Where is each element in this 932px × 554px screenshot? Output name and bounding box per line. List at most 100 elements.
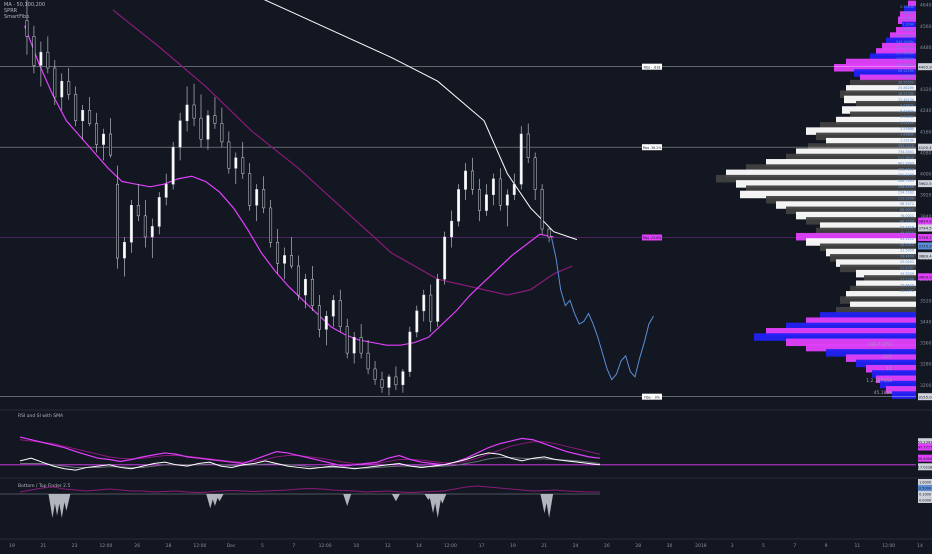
finder-axis-badge-label: 0.5000 bbox=[919, 486, 931, 490]
volume-profile-bar bbox=[844, 95, 916, 104]
finder-axis-badge-label: 0.1000 bbox=[919, 492, 931, 496]
profile-value-label: 9.6667k bbox=[900, 104, 914, 108]
volume-profile-bar bbox=[840, 296, 916, 304]
fibo-level-label: Fibo .38.2% bbox=[643, 146, 662, 150]
x-tick-label: 17 bbox=[479, 543, 485, 549]
profile-value-label: 948.1254k bbox=[896, 34, 914, 38]
ma-100-line bbox=[263, 0, 578, 241]
candle-body bbox=[234, 157, 238, 169]
candle-body bbox=[338, 300, 342, 327]
volume-profile-bar bbox=[846, 58, 916, 67]
profile-value-label: 25.8826k bbox=[898, 86, 914, 90]
profile-value-label: 17.2288 bbox=[900, 278, 914, 282]
candle-body bbox=[303, 278, 307, 296]
candle-body bbox=[192, 104, 196, 119]
volume-profile-bar bbox=[830, 254, 916, 262]
x-tick-label: 26 bbox=[604, 543, 610, 549]
profile-value-label: 198.4466 bbox=[898, 185, 914, 189]
candle-body bbox=[25, 20, 29, 37]
volume-profile-bar bbox=[796, 211, 916, 220]
volume-profile-bar bbox=[840, 90, 916, 98]
profile-footer-label: 272 bbox=[883, 354, 892, 360]
x-tick-label: 12 bbox=[385, 543, 391, 549]
bottom-finder-spike bbox=[62, 494, 71, 511]
candle-body bbox=[67, 80, 71, 95]
y-tick-label: 3520.0 bbox=[920, 298, 932, 304]
rsi-line bbox=[19, 436, 601, 467]
volume-profile-bar bbox=[860, 74, 916, 83]
profile-value-label: 197.4906k bbox=[896, 51, 914, 55]
x-tick-label: 7 bbox=[793, 543, 796, 549]
x-tick-label: 19 bbox=[510, 543, 516, 549]
price-axis-badge-label: 3609.9 bbox=[918, 274, 932, 279]
x-tick-label: 12:00 bbox=[319, 543, 332, 549]
volume-profile-bar bbox=[740, 190, 916, 199]
y-tick-label: 4320.0 bbox=[920, 87, 932, 93]
profile-value-label: 401.2999 bbox=[898, 162, 914, 166]
candle-body bbox=[464, 170, 467, 190]
profile-value-label: 124.8842k bbox=[896, 57, 914, 61]
candle-body bbox=[74, 94, 78, 122]
volume-profile-bar bbox=[876, 48, 916, 56]
candle-body bbox=[457, 189, 461, 222]
profile-value-label: 3.6563k bbox=[900, 11, 914, 15]
volume-profile-bar bbox=[806, 217, 916, 225]
volume-profile-bar bbox=[850, 79, 916, 88]
candle-body bbox=[478, 189, 481, 211]
y-tick-label: 3920.0 bbox=[920, 193, 932, 199]
candle-body bbox=[540, 189, 544, 230]
rsi-axis-badge-label: 55.2343 bbox=[918, 440, 932, 444]
bottom-finder-spike bbox=[57, 494, 66, 518]
price-axis-badge bbox=[918, 393, 932, 401]
y-tick-label: 4480.0 bbox=[920, 45, 932, 51]
price-axis-badge bbox=[918, 63, 932, 71]
candle-body bbox=[498, 178, 502, 206]
candle-body bbox=[136, 205, 140, 217]
volume-profile-bar bbox=[850, 301, 916, 310]
profile-value-label: 18.9133k bbox=[898, 92, 914, 96]
price-axis-badge bbox=[918, 217, 932, 225]
finder-axis-badge-label: 1.0000 bbox=[919, 480, 931, 484]
x-tick-label: 28 bbox=[166, 543, 172, 549]
volume-profile-bar bbox=[880, 380, 916, 389]
volume-profile-bar bbox=[898, 16, 916, 24]
x-tick-label: 12:00 bbox=[99, 543, 112, 549]
profile-footer-label: 149.77055 bbox=[868, 342, 892, 348]
finder-axis-badge bbox=[918, 491, 932, 497]
volume-profile-bar bbox=[796, 148, 916, 156]
profile-value-label: 355.7212 bbox=[898, 167, 914, 171]
volume-profile-bar bbox=[856, 100, 916, 109]
candle-body bbox=[491, 178, 495, 195]
volume-profile-bar bbox=[870, 53, 916, 61]
candle-body bbox=[526, 133, 530, 159]
volume-profile-bar bbox=[882, 42, 916, 51]
candle-body bbox=[60, 80, 64, 98]
candle-body bbox=[157, 197, 161, 227]
candle-body bbox=[116, 183, 119, 259]
profile-value-label: 1.2095k bbox=[900, 28, 914, 32]
volume-profile-bar bbox=[902, 21, 916, 30]
price-axis-badge-label: 4405.9 bbox=[918, 64, 932, 69]
x-tick-label: 26 bbox=[134, 543, 140, 549]
price-axis-badge bbox=[918, 242, 932, 250]
volume-profile-bar bbox=[856, 280, 916, 288]
profile-value-label: 112.3398 bbox=[898, 196, 914, 200]
profile-value-label: 14.1092 bbox=[900, 289, 914, 293]
volume-profile-bar bbox=[746, 185, 916, 193]
bottom-finder-spike bbox=[438, 494, 447, 504]
x-tick-label: 5 bbox=[762, 543, 765, 549]
price-axis-badge-label: 3962.5 bbox=[918, 181, 932, 186]
bottom-finder-spike bbox=[215, 494, 224, 502]
top-finder-line bbox=[19, 485, 600, 494]
candle-body bbox=[505, 194, 509, 206]
rsi-sma-line bbox=[19, 439, 601, 465]
candle-body bbox=[547, 228, 551, 238]
candle-body bbox=[533, 157, 537, 190]
volume-profile-bar bbox=[786, 153, 916, 162]
candle-body bbox=[262, 189, 266, 209]
bottom-finder-spike bbox=[343, 494, 352, 506]
profile-value-label: 76.0021 bbox=[900, 214, 914, 218]
price-axis-badge bbox=[918, 143, 932, 151]
